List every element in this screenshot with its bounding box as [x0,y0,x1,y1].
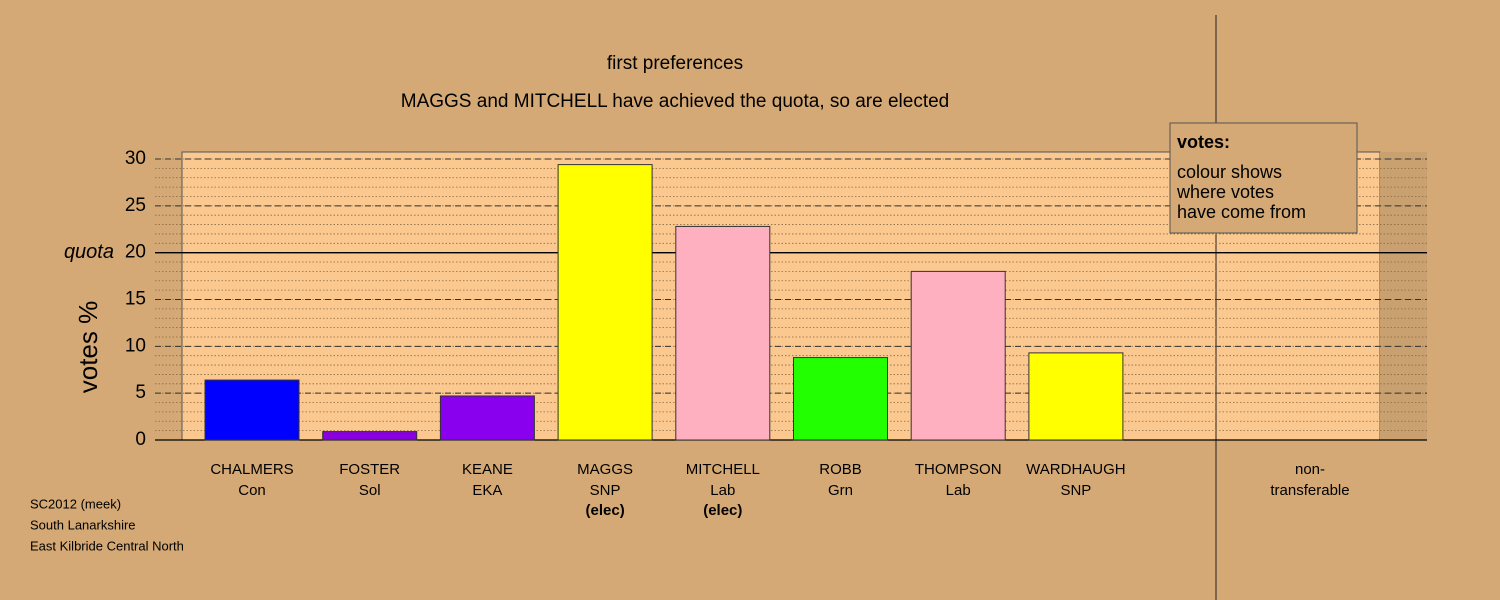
side-strip [1380,152,1427,440]
y-tick-label: 25 [125,195,146,216]
bar [675,225,771,441]
x-tick-label: ROBB [819,461,862,478]
party-label: Sol [359,482,381,499]
bar [439,395,535,441]
legend-text: colour shows [1177,162,1282,182]
party-label: Grn [828,482,853,499]
bar [204,379,300,441]
party-label: Lab [710,482,735,499]
legend-text: have come from [1177,202,1306,222]
bar [322,431,418,441]
y-tick-label: 20 [125,242,146,263]
y-axis-label: votes % [73,301,103,394]
legend-box [1169,122,1358,234]
y-tick-label: 30 [125,148,146,169]
x-tick-label: KEANE [462,461,513,478]
x-tick-label: MITCHELL [686,461,760,478]
status-label: (elec) [703,502,742,519]
y-tick-label: 15 [125,289,146,310]
bar [910,270,1006,441]
chart-subtitle: MAGGS and MITCHELL have achieved the quo… [401,91,950,112]
party-label: Lab [946,482,971,499]
party-label: SNP [590,482,621,499]
x-tick-label: CHALMERS [210,461,293,478]
y-tick-label: 5 [135,382,146,403]
footer-text: SC2012 (meek) [30,496,121,511]
chart-title: first preferences [607,53,743,74]
x-tick-label: MAGGS [577,461,633,478]
footer-text: East Kilbride Central North [30,538,184,553]
party-label: EKA [472,482,502,499]
bars: CHALMERS Con FOSTER Sol KEANE EKA MAGGS SNP (ele… [204,164,1350,519]
x-tick-label: WARDHAUGH [1026,461,1125,478]
status-label: (elec) [586,502,625,519]
bar [1028,352,1124,441]
legend-text: where votes [1176,182,1274,202]
bar [557,164,653,441]
bar [793,357,888,441]
x-tick-label: non- [1295,461,1325,478]
x-tick-label: THOMPSON [915,461,1002,478]
quota-label: quota [64,241,114,263]
party-label: SNP [1060,482,1091,499]
party-label: transferable [1270,482,1349,499]
x-tick-label: FOSTER [339,461,400,478]
party-label: Con [238,482,266,499]
footer-text: South Lanarkshire [30,517,136,532]
legend-title: votes: [1177,132,1230,152]
y-tick-label: 10 [125,335,146,356]
y-tick-label: 0 [135,429,146,450]
